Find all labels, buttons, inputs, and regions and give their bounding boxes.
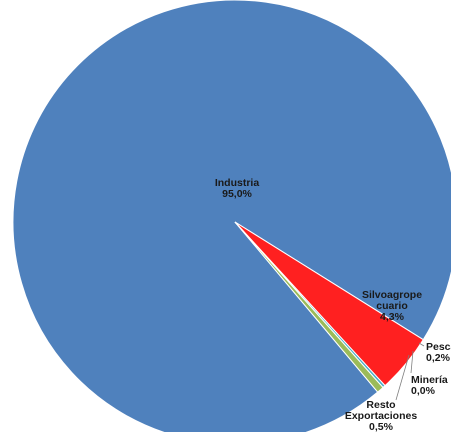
data-label-resto-exportaciones: Resto Exportaciones 0,5% <box>345 399 418 432</box>
leader-line-mineria <box>410 350 414 374</box>
data-label-industria: Industria 95,0% <box>215 177 259 200</box>
pie-slice-industria <box>12 0 451 437</box>
data-label-silvoagropecuario: Silvoagrope cuario 4,3% <box>362 289 422 323</box>
data-label-mineria: Minería 0,0% <box>411 374 448 397</box>
data-label-pesca: Pesca0,2% <box>426 341 451 364</box>
leader-line-resto-exportaciones <box>395 354 410 401</box>
pie-slice-resto-exportaciones <box>234 221 384 393</box>
leader-line-pesca <box>418 342 425 347</box>
